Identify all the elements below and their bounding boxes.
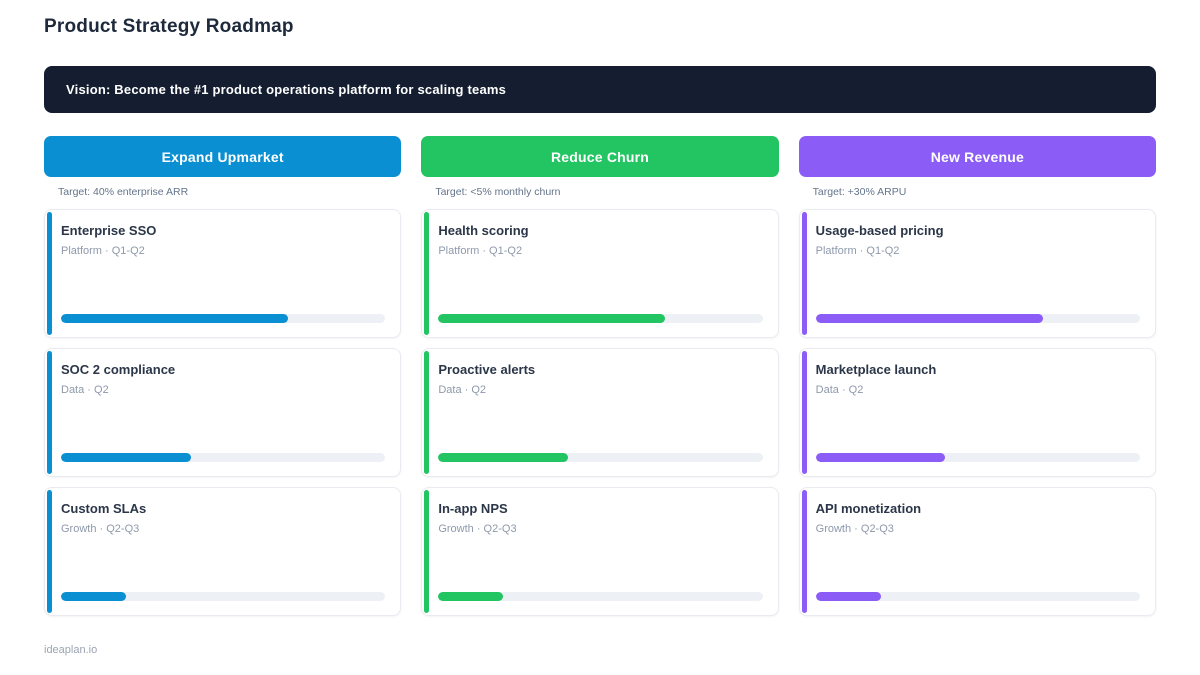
progress-track [438, 314, 763, 323]
progress-track [438, 453, 763, 462]
column-header-label: New Revenue [930, 148, 1024, 165]
roadmap-card-health-scoring[interactable]: Health scoring Platform · Q1-Q2 [421, 209, 779, 338]
card-accent-bar [801, 212, 807, 335]
column-target: Target: 40% enterprise ARR [58, 186, 189, 198]
progress-track [61, 453, 386, 462]
progress-track [61, 592, 386, 601]
card-list: Enterprise SSO Platform · Q1-Q2 SOC 2 co… [44, 209, 402, 616]
column-header-expand-upmarket: Expand Upmarket [44, 136, 402, 177]
card-list: Usage-based pricing Platform · Q1-Q2 Mar… [798, 209, 1156, 616]
roadmap-board: Expand Upmarket Target: 40% enterprise A… [44, 136, 1156, 616]
vision-statement: Vision: Become the #1 product operations… [66, 82, 507, 97]
vision-banner: Vision: Become the #1 product operations… [44, 66, 1156, 113]
roadmap-card-soc2-compliance[interactable]: SOC 2 compliance Data · Q2 [44, 348, 402, 477]
roadmap-card-in-app-nps[interactable]: In-app NPS Growth · Q2-Q3 [421, 487, 779, 616]
progress-fill [815, 314, 1043, 323]
card-accent-bar [47, 212, 52, 335]
card-list: Health scoring Platform · Q1-Q2 Proactiv… [421, 209, 779, 616]
card-accent-bar [424, 212, 430, 335]
progress-fill [815, 453, 946, 462]
column-expand-upmarket: Expand Upmarket Target: 40% enterprise A… [44, 136, 402, 616]
card-accent-bar [47, 351, 52, 474]
roadmap-page: Product Strategy Roadmap Vision: Become … [0, 16, 1200, 675]
card-title: Marketplace launch [815, 362, 937, 377]
roadmap-card-proactive-alerts[interactable]: Proactive alerts Data · Q2 [421, 348, 779, 477]
card-title: API monetization [815, 501, 922, 516]
column-target: Target: +30% ARPU [812, 186, 907, 198]
column-target: Target: <5% monthly churn [435, 186, 561, 198]
progress-track [438, 592, 763, 601]
card-meta: Growth · Q2-Q3 [61, 523, 140, 535]
column-header-label: Expand Upmarket [161, 148, 284, 165]
card-meta: Platform · Q1-Q2 [438, 245, 523, 257]
column-header-reduce-churn: Reduce Churn [421, 136, 779, 177]
card-accent-bar [47, 490, 52, 613]
card-title: Proactive alerts [438, 362, 536, 377]
progress-track [815, 314, 1140, 323]
watermark-brand: ideaplan.io [44, 644, 98, 656]
card-title: Enterprise SSO [61, 223, 157, 238]
progress-fill [61, 453, 191, 462]
card-meta: Growth · Q2-Q3 [815, 523, 894, 535]
card-meta: Platform · Q1-Q2 [815, 245, 900, 257]
column-new-revenue: New Revenue Target: +30% ARPU Usage-base… [798, 136, 1156, 616]
progress-fill [438, 592, 504, 601]
column-reduce-churn: Reduce Churn Target: <5% monthly churn H… [421, 136, 779, 616]
column-header-label: Reduce Churn [550, 148, 650, 165]
roadmap-card-custom-slas[interactable]: Custom SLAs Growth · Q2-Q3 [44, 487, 402, 616]
card-accent-bar [424, 490, 430, 613]
column-header-new-revenue: New Revenue [798, 136, 1156, 177]
card-title: Usage-based pricing [815, 223, 944, 238]
card-meta: Data · Q2 [61, 384, 109, 396]
progress-fill [61, 314, 289, 323]
card-accent-bar [801, 351, 807, 474]
page-title: Product Strategy Roadmap [44, 16, 294, 37]
roadmap-card-enterprise-sso[interactable]: Enterprise SSO Platform · Q1-Q2 [44, 209, 402, 338]
card-meta: Platform · Q1-Q2 [61, 245, 145, 257]
progress-track [815, 592, 1140, 601]
card-title: SOC 2 compliance [61, 362, 176, 377]
progress-fill [815, 592, 881, 601]
card-title: Custom SLAs [61, 501, 147, 516]
card-meta: Data · Q2 [438, 384, 487, 396]
roadmap-card-marketplace-launch[interactable]: Marketplace launch Data · Q2 [798, 348, 1156, 477]
progress-fill [61, 592, 126, 601]
card-title: Health scoring [438, 223, 529, 238]
progress-fill [438, 314, 666, 323]
card-accent-bar [424, 351, 430, 474]
card-meta: Growth · Q2-Q3 [438, 523, 517, 535]
card-title: In-app NPS [438, 501, 508, 516]
card-accent-bar [801, 490, 807, 613]
card-meta: Data · Q2 [815, 384, 864, 396]
progress-track [61, 314, 386, 323]
roadmap-card-api-monetization[interactable]: API monetization Growth · Q2-Q3 [798, 487, 1156, 616]
progress-fill [438, 453, 569, 462]
roadmap-card-usage-based-pricing[interactable]: Usage-based pricing Platform · Q1-Q2 [798, 209, 1156, 338]
progress-track [815, 453, 1140, 462]
